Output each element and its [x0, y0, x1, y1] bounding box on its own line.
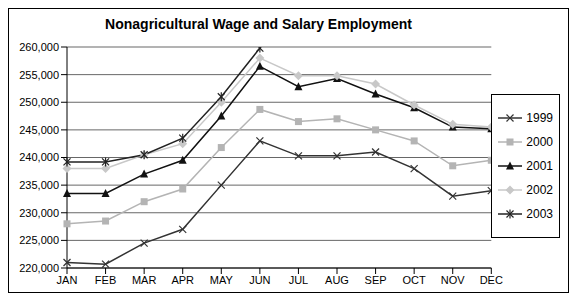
svg-text:JUL: JUL	[289, 274, 309, 286]
svg-text:260,000: 260,000	[19, 41, 59, 53]
svg-text:JUN: JUN	[249, 274, 270, 286]
svg-text:FEB: FEB	[95, 274, 116, 286]
svg-text:NOV: NOV	[441, 274, 466, 286]
svg-text:AUG: AUG	[325, 274, 349, 286]
svg-text:225,000: 225,000	[19, 234, 59, 246]
svg-text:245,000: 245,000	[19, 124, 59, 136]
html-text:2001: 2001	[526, 158, 553, 173]
svg-text:255,000: 255,000	[19, 69, 59, 81]
svg-text:DEC: DEC	[480, 274, 503, 286]
html-text:2002: 2002	[526, 182, 553, 197]
svg-text:230,000: 230,000	[19, 207, 59, 219]
svg-text:JAN: JAN	[57, 274, 78, 286]
html-text:2003: 2003	[526, 206, 553, 221]
html-text:Nonagricultural Wage and Salar: Nonagricultural Wage and Salary Employme…	[105, 16, 412, 32]
svg-text:250,000: 250,000	[19, 96, 59, 108]
html-text:2000: 2000	[526, 134, 553, 149]
svg-text:235,000: 235,000	[19, 179, 59, 191]
svg-text:220,000: 220,000	[19, 262, 59, 274]
svg-text:OCT: OCT	[403, 274, 427, 286]
svg-text:APR: APR	[171, 274, 194, 286]
svg-text:MAR: MAR	[132, 274, 157, 286]
html-text:1999: 1999	[526, 110, 553, 125]
svg-text:SEP: SEP	[365, 274, 387, 286]
svg-text:240,000: 240,000	[19, 151, 59, 163]
svg-text:MAY: MAY	[210, 274, 234, 286]
